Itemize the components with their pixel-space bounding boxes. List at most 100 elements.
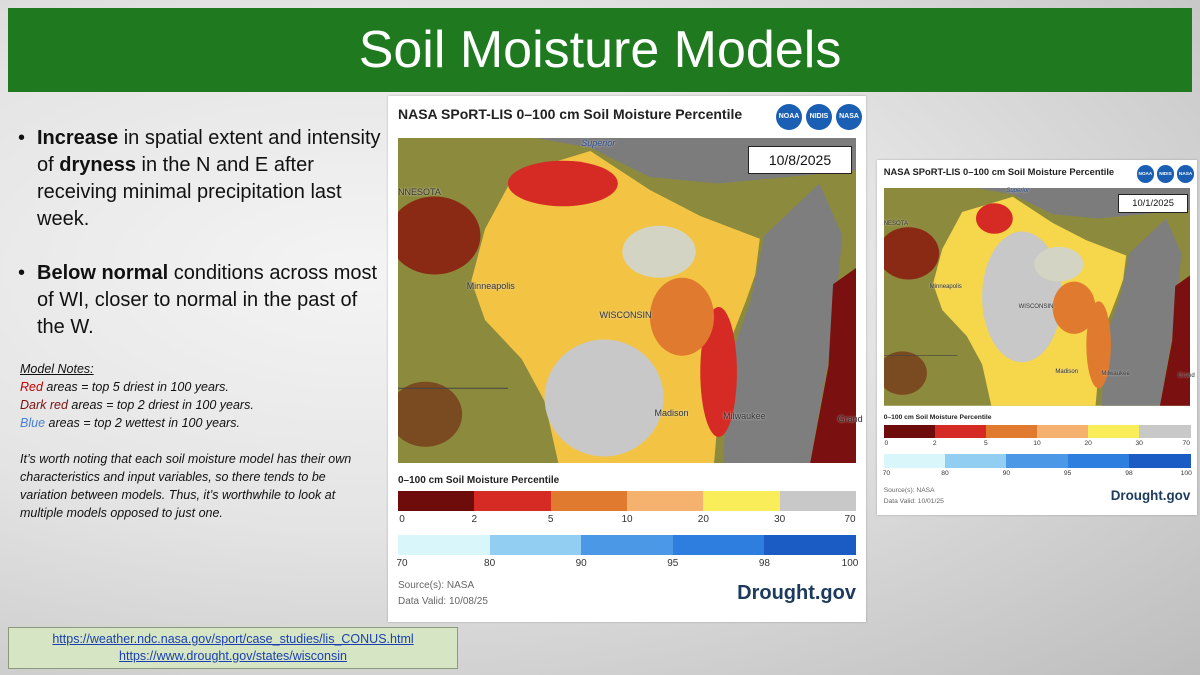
text: areas = top 2 wettest in 100 years. <box>45 416 240 430</box>
slide-title: Soil Moisture Models <box>358 21 842 79</box>
text: in spatial extent and intensity of <box>37 127 381 176</box>
map-label: Superior <box>1006 188 1030 195</box>
legend-swatch <box>1139 424 1191 439</box>
near-normal <box>622 225 696 278</box>
legend-tick-label: 95 <box>667 558 679 569</box>
dry-area <box>507 160 618 207</box>
data-valid: Data Valid: 10/08/25 <box>398 596 488 607</box>
map-label: Grand <box>1178 373 1195 380</box>
legend-tick-label: 90 <box>1002 469 1011 477</box>
dry-area <box>700 307 737 437</box>
legend-swatch <box>764 535 857 555</box>
map <box>883 188 1191 406</box>
legend-tick-label: 70 <box>882 469 891 477</box>
date-box: 10/8/2025 <box>748 146 852 174</box>
legend-swatch <box>627 491 704 511</box>
logo: NASA <box>1176 165 1195 183</box>
legend-tick-label: 2 <box>932 440 937 448</box>
near-normal <box>1033 246 1083 282</box>
bold-text: dryness <box>59 154 136 176</box>
legend-swatch <box>581 535 674 555</box>
legend-swatch <box>1006 454 1069 468</box>
dry-area <box>1086 301 1111 389</box>
text: conditions across most of WI, closer to … <box>37 262 378 338</box>
legend-swatch <box>1128 454 1191 468</box>
legend-tick-label: 0 <box>399 514 405 525</box>
text: in the N and E after receiving minimal p… <box>37 154 342 230</box>
dry-area <box>649 277 715 356</box>
east-land <box>1159 275 1191 406</box>
legend-tick-label: 90 <box>575 558 587 569</box>
legend-tick-label: 20 <box>697 514 709 525</box>
near-normal <box>544 339 664 457</box>
legend-swatch <box>672 535 765 555</box>
map-panel: NASA SPoRT-LIS 0–100 cm Soil Moisture Pe… <box>388 96 866 622</box>
data-valid: Data Valid: 10/01/25 <box>883 497 944 505</box>
legend-swatch <box>703 491 781 511</box>
map-label: WISCONSIN <box>599 310 652 321</box>
legend-tick-label: 30 <box>774 514 786 525</box>
text: areas = top 5 driest in 100 years. <box>42 380 229 394</box>
dry-patch <box>398 196 481 275</box>
legend-swatch <box>550 491 628 511</box>
dry-patch <box>398 381 463 447</box>
legend-tick-label: 98 <box>758 558 770 569</box>
legend-tick-label: 80 <box>484 558 496 569</box>
legend-swatch <box>398 535 491 555</box>
model-notes: Model Notes: Red areas = top 5 driest in … <box>20 360 372 522</box>
map-label: Milwaukee <box>723 411 766 421</box>
brand: Drought.gov <box>737 582 856 604</box>
dry-patch <box>883 351 927 395</box>
wisconsin <box>471 151 760 463</box>
map-label: WISCONSIN <box>1018 303 1054 310</box>
notes-heading: Model Notes: <box>20 362 94 376</box>
legend-swatch <box>883 424 936 439</box>
map-label: Madison <box>654 407 689 418</box>
legend-swatch <box>489 535 582 555</box>
date-box: 10/1/2025 <box>1117 193 1189 213</box>
map-label: NNESOTA <box>398 186 441 197</box>
link[interactable]: https://www.drought.gov/states/wisconsin <box>119 649 347 663</box>
map-label: NESOTA <box>883 220 908 227</box>
legend-tick-label: 5 <box>984 440 988 448</box>
link[interactable]: https://weather.ndc.nasa.gov/sport/case_… <box>52 632 414 646</box>
logo: NIDIS <box>1156 165 1175 183</box>
link-box: https://weather.ndc.nasa.gov/sport/case_… <box>8 627 458 669</box>
lake-michigan <box>1101 218 1182 406</box>
legend-tick-label: 10 <box>621 514 633 525</box>
bullet: Below normal conditions across most of W… <box>18 260 387 341</box>
legend-swatch <box>1088 424 1140 439</box>
legend-swatch <box>985 424 1038 439</box>
note-item: Dark red areas = top 2 driest in 100 yea… <box>20 396 372 414</box>
map <box>398 138 856 463</box>
source: Source(s): NASA <box>398 580 475 591</box>
text: Dark red <box>20 398 68 412</box>
note-item: Blue areas = top 2 wettest in 100 years. <box>20 414 372 432</box>
map-label: Madison <box>1055 368 1079 375</box>
text: Red <box>20 380 43 394</box>
legend-tick-label: 95 <box>1063 469 1072 477</box>
logo: NIDIS <box>806 104 832 130</box>
legend-tick-label: 100 <box>841 558 859 569</box>
east-land <box>810 268 856 463</box>
map-label: Superior <box>581 138 616 148</box>
legend-tick-label: 70 <box>844 514 856 525</box>
legend-swatch <box>398 491 475 511</box>
header-bar: Soil Moisture Models <box>8 8 1192 92</box>
legend-swatch <box>1037 424 1089 439</box>
note-paragraph: It’s worth noting that each soil moistur… <box>20 452 352 520</box>
legend-title: 0–100 cm Soil Moisture Percentile <box>883 413 992 421</box>
bold-text: Increase <box>37 127 119 149</box>
legend-tick-label: 20 <box>1084 440 1092 448</box>
legend-tick-label: 30 <box>1135 440 1143 448</box>
map-label: Minneapolis <box>929 283 962 290</box>
dry-area <box>975 203 1013 234</box>
logo: NOAA <box>776 104 802 130</box>
bold-text: Below normal <box>37 262 169 284</box>
legend-swatch <box>474 491 552 511</box>
dry-area <box>1052 281 1096 335</box>
text: Blue <box>20 416 46 430</box>
legend-swatch <box>934 424 987 439</box>
legend-tick-label: 100 <box>1180 469 1192 477</box>
